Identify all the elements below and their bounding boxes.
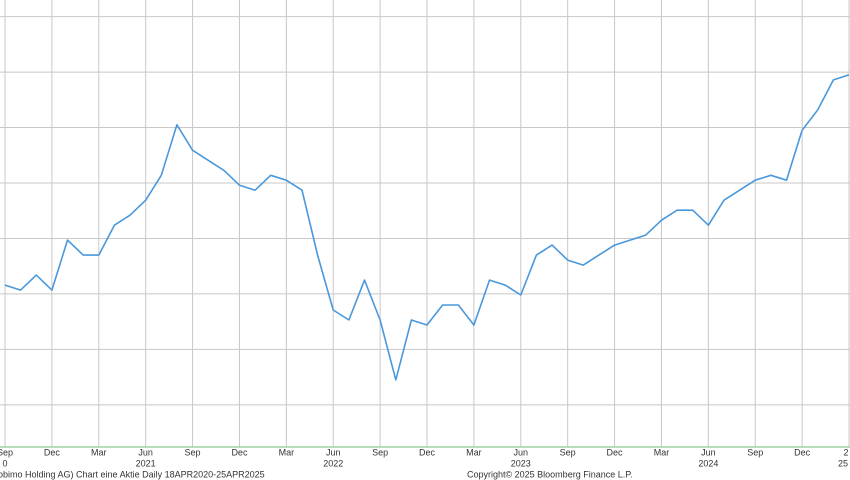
x-tick-label: Sep (0, 447, 13, 457)
x-tick-label: Jun (514, 447, 529, 457)
x-tick-label: 2 (843, 447, 848, 457)
x-tick-label: Dec (607, 447, 624, 457)
x-tick-label: Mar (91, 447, 107, 457)
x-tick-label: Jun (326, 447, 341, 457)
x-tick-label: Mar (654, 447, 670, 457)
x-tick-label: Mar (466, 447, 482, 457)
x-tick-label: Dec (44, 447, 61, 457)
x-tick-label: Jun (701, 447, 716, 457)
x-year-label: 0 (2, 458, 7, 468)
x-tick-label: Dec (419, 447, 436, 457)
x-year-label: 2021 (136, 458, 156, 468)
x-tick-label: Mar (279, 447, 295, 457)
x-year-label: 2022 (323, 458, 343, 468)
x-tick-label: Sep (185, 447, 201, 457)
x-year-label: 25 (838, 458, 848, 468)
x-tick-label: Dec (794, 447, 811, 457)
price-line (4, 74, 850, 381)
x-year-label: 2024 (698, 458, 718, 468)
footer-center: Copyright© 2025 Bloomberg Finance L.P. (467, 469, 633, 479)
footer-left: obimo Holding AG) Chart eine Aktie Daily… (0, 469, 265, 479)
x-tick-label: Jun (138, 447, 153, 457)
x-tick-label: Sep (560, 447, 576, 457)
x-tick-label: Sep (372, 447, 388, 457)
x-tick-label: Dec (231, 447, 248, 457)
x-year-label: 2023 (511, 458, 531, 468)
x-tick-label: Sep (747, 447, 763, 457)
